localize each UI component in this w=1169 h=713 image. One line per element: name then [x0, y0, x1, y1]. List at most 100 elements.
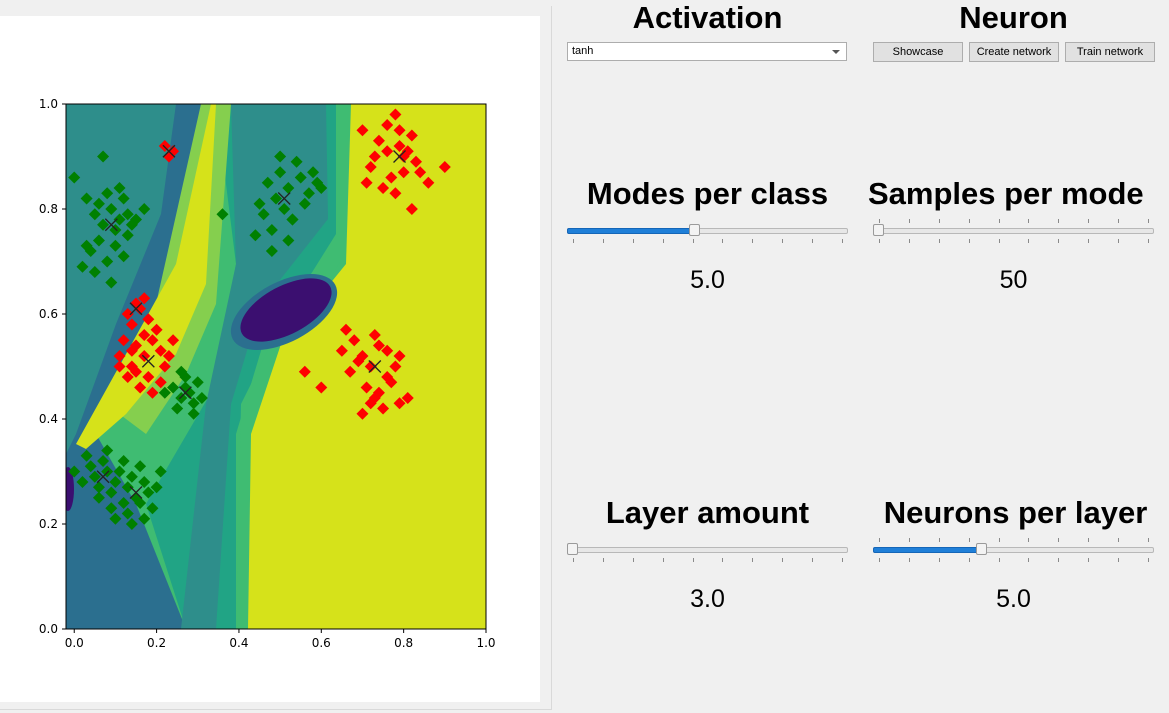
red-point — [150, 323, 163, 336]
samples-per-mode-title: Samples per mode — [868, 176, 1144, 211]
green-point — [121, 507, 134, 520]
slider-tick — [1088, 219, 1089, 223]
y-tick-label: 1.0 — [39, 97, 58, 111]
slider-tick — [722, 239, 723, 243]
x-tick-label: 0.8 — [394, 636, 413, 650]
showcase-button[interactable]: Showcase — [873, 42, 963, 62]
slider-tick — [842, 558, 843, 562]
create-network-button[interactable]: Create network — [969, 42, 1059, 62]
modes-per-class-slider[interactable] — [567, 221, 848, 245]
green-point — [113, 465, 126, 478]
red-point — [117, 334, 130, 347]
slider-tick — [909, 219, 910, 223]
red-point — [315, 381, 328, 394]
slider-handle[interactable] — [873, 224, 884, 236]
red-centroid-marker — [129, 302, 143, 316]
green-point — [138, 476, 151, 488]
slider-tick — [752, 239, 753, 243]
y-tick-label: 0.8 — [39, 202, 58, 216]
x-tick-label: 0.6 — [312, 636, 331, 650]
slider-tick — [1148, 558, 1149, 562]
green-point — [80, 192, 93, 205]
neurons-per-layer-slider[interactable] — [873, 538, 1154, 564]
red-point — [372, 339, 385, 352]
green-point — [109, 239, 122, 252]
samples-per-mode-slider[interactable] — [873, 219, 1154, 245]
red-point — [393, 124, 406, 137]
green-point — [80, 239, 93, 252]
green-point — [265, 245, 278, 257]
green-point — [113, 182, 126, 194]
green-point — [92, 491, 105, 504]
y-tick-label: 0.0 — [39, 622, 58, 636]
slider-tick — [999, 538, 1000, 542]
green-point — [142, 486, 155, 499]
slider-tick — [812, 239, 813, 243]
layer-amount-slider[interactable] — [567, 540, 848, 564]
slider-handle[interactable] — [689, 224, 700, 236]
activation-select[interactable]: tanh — [567, 42, 847, 61]
green-point — [130, 213, 142, 226]
slider-tick — [939, 558, 940, 562]
green-point — [101, 187, 114, 200]
neuron-title: Neuron — [959, 0, 1068, 35]
slider-tick — [969, 538, 970, 542]
slider-tick — [573, 558, 574, 562]
red-point — [368, 329, 381, 341]
slider-handle[interactable] — [976, 543, 987, 555]
slider-groove[interactable] — [567, 547, 848, 553]
green-point — [302, 187, 315, 200]
red-point — [138, 292, 151, 305]
red-point — [381, 119, 394, 131]
slider-handle[interactable] — [567, 543, 578, 555]
green-point — [274, 166, 287, 179]
slider-tick — [752, 558, 753, 562]
green-point — [117, 192, 130, 205]
slider-groove[interactable] — [873, 228, 1154, 234]
green-point — [278, 203, 291, 215]
slider-tick — [1148, 538, 1149, 542]
red-point — [393, 397, 406, 410]
train-network-button[interactable]: Train network — [1065, 42, 1155, 62]
slider-tick — [1028, 219, 1029, 223]
green-point — [68, 465, 81, 478]
slider-tick — [1028, 538, 1029, 542]
green-point — [249, 229, 262, 242]
slider-tick — [603, 558, 604, 562]
red-point — [438, 161, 451, 173]
slider-tick — [633, 239, 634, 243]
red-point — [360, 381, 373, 394]
chevron-down-icon[interactable] — [832, 50, 840, 54]
green-point — [121, 229, 134, 242]
green-point — [109, 512, 122, 525]
red-point — [348, 334, 361, 347]
slider-tick — [603, 239, 604, 243]
slider-tick — [782, 239, 783, 243]
green-point — [286, 213, 299, 226]
green-point — [150, 481, 163, 494]
slider-tick — [999, 239, 1000, 243]
green-point — [109, 224, 122, 236]
slider-tick — [722, 558, 723, 562]
green-centroid-marker — [104, 218, 118, 232]
slider-tick — [999, 219, 1000, 223]
x-tick-label: 0.0 — [65, 636, 84, 650]
contour-region — [66, 467, 74, 511]
red-point — [364, 360, 377, 373]
green-point — [113, 213, 126, 226]
red-point — [125, 318, 138, 331]
green-point — [257, 208, 270, 221]
red-point — [113, 350, 126, 362]
green-centroid-marker — [96, 470, 110, 484]
green-point — [105, 486, 118, 499]
slider-tick — [1088, 558, 1089, 562]
slider-tick — [1118, 239, 1119, 243]
green-point — [105, 276, 118, 289]
green-point — [97, 218, 110, 231]
red-point — [158, 140, 171, 152]
green-point — [274, 150, 287, 163]
slider-tick — [782, 558, 783, 562]
red-point — [397, 166, 410, 179]
red-point — [142, 371, 155, 383]
green-point — [92, 197, 105, 210]
